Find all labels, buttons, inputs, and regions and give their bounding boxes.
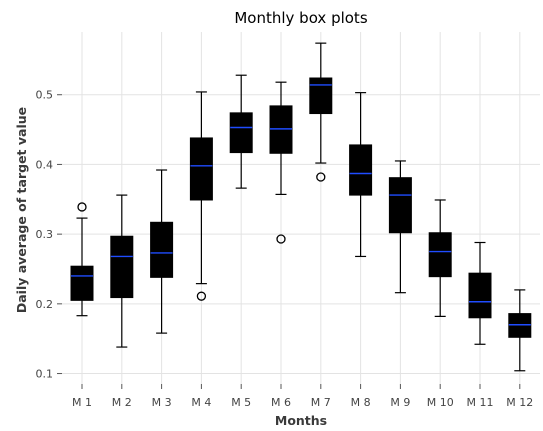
x-tick-label: M 4 [191, 396, 211, 409]
y-tick-label: 0.5 [36, 89, 54, 102]
box-plot-m5 [229, 74, 253, 189]
x-tick-label: M 12 [506, 396, 533, 409]
x-tick-label: M 2 [112, 396, 132, 409]
box-plot-m2 [110, 194, 134, 348]
y-tick-label: 0.4 [36, 158, 54, 171]
box-plot-m8 [349, 92, 373, 258]
x-tick-label: M 1 [72, 396, 92, 409]
y-tick-label: 0.3 [36, 228, 54, 241]
box-plot-m3 [150, 169, 174, 334]
box-plot-m4 [189, 91, 213, 301]
iqr-box [70, 265, 94, 301]
y-axis-label: Daily average of target value [14, 107, 29, 313]
x-tick-label: M 11 [467, 396, 494, 409]
box-plot-m11 [468, 241, 492, 345]
iqr-box [428, 232, 452, 278]
axis-layer: 0.1 0.2 0.3 0.4 0.5 M 1 M 2 M 3 M 4 M 5 M 6 M 7 M 8 M… [36, 89, 534, 409]
x-axis-label: Months [275, 413, 327, 428]
grid-layer [62, 32, 540, 384]
outlier-point [316, 172, 326, 182]
y-tick-label: 0.2 [36, 298, 54, 311]
x-tick-label: M 5 [231, 396, 251, 409]
iqr-box [468, 272, 492, 319]
box-plot-m12 [508, 289, 532, 372]
chart-title: Monthly box plots [234, 9, 367, 27]
x-tick-label: M 3 [152, 396, 172, 409]
box-layer [70, 42, 532, 372]
iqr-box [189, 137, 213, 201]
iqr-box [150, 221, 174, 278]
iqr-box [229, 112, 253, 154]
x-tick-label: M 7 [311, 396, 331, 409]
box-plot-m1 [70, 202, 94, 317]
box-plot-m6 [269, 81, 293, 244]
iqr-box [110, 235, 134, 299]
iqr-box [309, 77, 333, 115]
y-tick-label: 0.1 [36, 368, 54, 381]
outlier-point [276, 234, 286, 244]
box-plot-m9 [388, 160, 412, 294]
box-plot-m7 [309, 42, 333, 182]
x-tick-label: M 8 [351, 396, 371, 409]
iqr-box [349, 144, 373, 196]
outlier-point [196, 291, 207, 301]
box-plot-m10 [428, 199, 452, 317]
x-tick-label: M 10 [427, 396, 454, 409]
x-tick-label: M 9 [390, 396, 410, 409]
iqr-box [388, 177, 412, 234]
outlier-point [77, 202, 87, 212]
x-tick-label: M 6 [271, 396, 291, 409]
